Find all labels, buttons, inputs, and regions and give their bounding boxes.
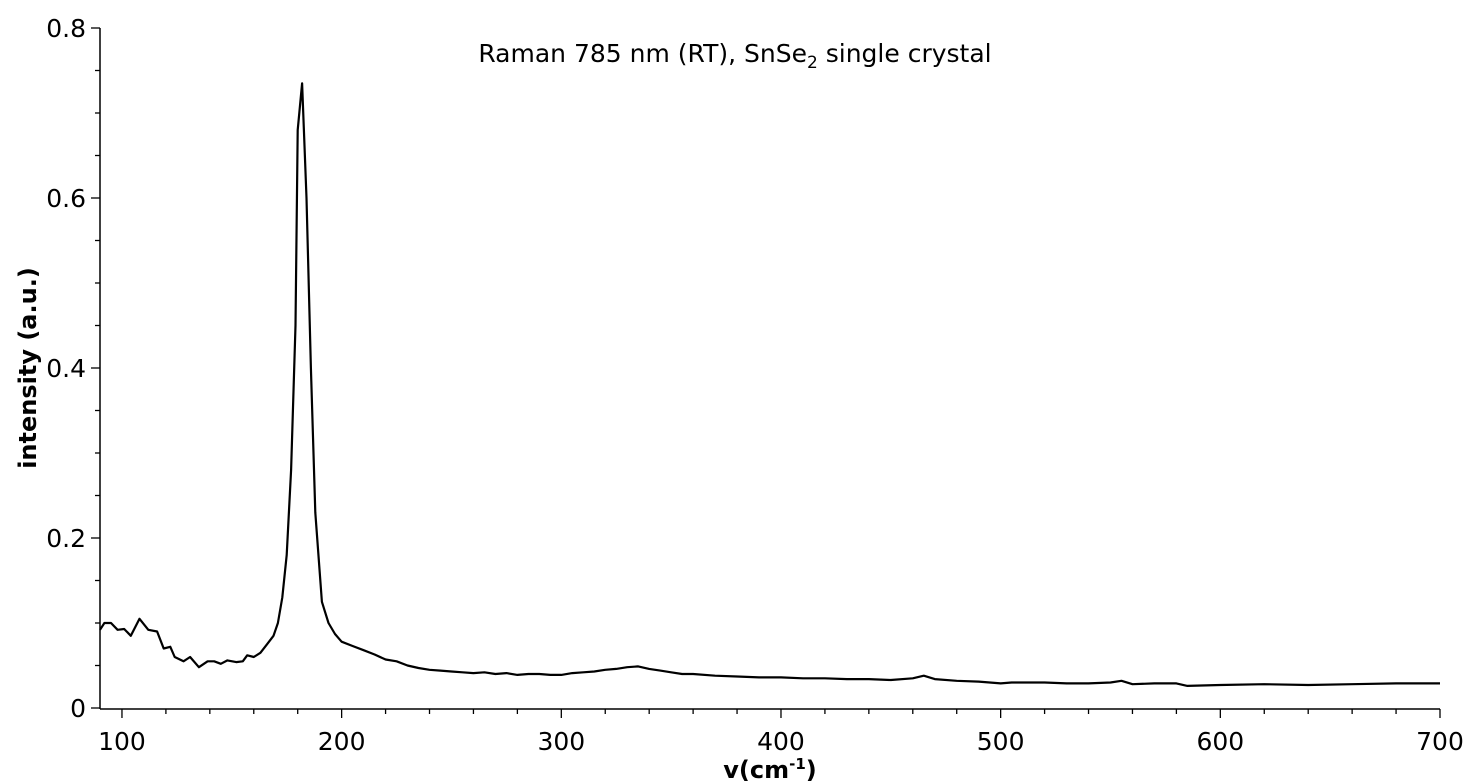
y-tick-label: 0.4	[46, 354, 86, 383]
chart-title: Raman 785 nm (RT), SnSe2 single crystal	[478, 39, 991, 73]
y-tick-label: 0.6	[46, 184, 86, 213]
y-tick-label: 0	[70, 694, 86, 723]
x-tick-label: 700	[1416, 727, 1464, 756]
ticks	[91, 27, 1441, 718]
x-tick-label: 200	[318, 727, 366, 756]
y-tick-label: 0.8	[46, 14, 86, 43]
x-tick-label: 500	[977, 727, 1025, 756]
x-tick-label: 400	[757, 727, 805, 756]
x-tick-label: 100	[98, 727, 146, 756]
series-line	[99, 82, 1440, 687]
x-tick-label: 600	[1196, 727, 1244, 756]
axes	[99, 28, 1440, 710]
tick-labels: 100 200 300 400 500 600 700 0 0.2 0.4 0.6 0.8	[46, 14, 1464, 756]
x-tick-label: 300	[537, 727, 585, 756]
x-axis-title: v(cm-1)	[723, 755, 817, 782]
y-tick-label: 0.2	[46, 524, 86, 553]
y-axis-title: intensity (a.u.)	[14, 267, 42, 469]
